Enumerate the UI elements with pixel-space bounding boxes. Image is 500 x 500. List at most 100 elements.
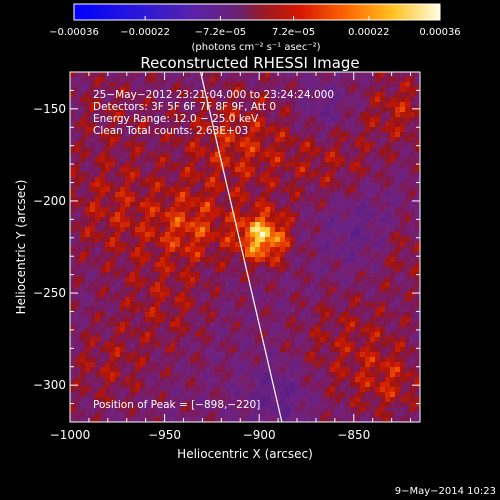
heatmap-cell [400,137,406,143]
heatmap-cell [170,302,176,308]
heatmap-cell [205,282,211,288]
heatmap-cell [360,407,366,413]
heatmap-cell [110,347,116,353]
heatmap-cell [195,262,201,268]
heatmap-cell [145,212,151,218]
heatmap-cell [140,177,146,183]
heatmap-cell [300,237,306,243]
heatmap-cell [100,282,106,288]
heatmap-cell [330,132,336,138]
heatmap-cell [370,272,376,278]
heatmap-cell [185,417,191,422]
heatmap-cell [415,232,420,238]
heatmap-cell [350,297,356,303]
heatmap-cell [370,92,376,98]
heatmap-cell [220,392,226,398]
heatmap-cell [185,197,191,203]
heatmap-cell [120,302,126,308]
heatmap-cell [220,402,226,408]
heatmap-cell [130,152,136,158]
heatmap-cell [360,387,366,393]
heatmap-cell [310,357,316,363]
heatmap-cell [140,167,146,173]
heatmap-cell [330,322,336,328]
heatmap-cell [355,317,361,323]
heatmap-cell [255,202,261,208]
heatmap-cell [305,212,311,218]
heatmap-cell [235,217,241,223]
heatmap-cell [170,172,176,178]
heatmap-cell [320,127,326,133]
heatmap-cell [410,302,416,308]
heatmap-cell [165,87,171,93]
heatmap-cell [200,227,206,233]
heatmap-cell [285,387,291,393]
heatmap-cell [240,267,246,273]
heatmap-cell [360,342,366,348]
heatmap-cell [165,162,171,168]
heatmap-cell [395,212,401,218]
heatmap-cell [145,202,151,208]
heatmap-cell [350,307,356,313]
heatmap-cell [340,352,346,358]
colorbar-tick-label: 7.2e−05 [272,27,315,38]
heatmap-cell [240,377,246,383]
heatmap-cell [375,367,381,373]
heatmap-cell [160,377,166,383]
heatmap-cell [320,87,326,93]
heatmap-cell [315,337,321,343]
heatmap-cell [205,147,211,153]
heatmap-cell [175,312,181,318]
heatmap-cell [395,102,401,108]
heatmap-cell [330,292,336,298]
heatmap-cell [290,122,296,128]
heatmap-cell [170,362,176,368]
heatmap-cell [355,392,361,398]
heatmap-cell [385,97,391,103]
heatmap-cell [285,402,291,408]
heatmap-cell [175,152,181,158]
heatmap-cell [180,97,186,103]
heatmap-cell [275,327,281,333]
heatmap-cell [170,327,176,333]
heatmap-cell [235,182,241,188]
heatmap-cell [175,267,181,273]
heatmap-cell [315,177,321,183]
heatmap-cell [245,387,251,393]
heatmap-cell [270,302,276,308]
heatmap-cell [210,362,216,368]
heatmap-cell [220,132,226,138]
heatmap-cell [400,147,406,153]
heatmap-cell [210,382,216,388]
heatmap-cell [340,237,346,243]
heatmap-cell [115,377,121,383]
heatmap-cell [380,292,386,298]
heatmap-cell [415,302,420,308]
heatmap-cell [395,337,401,343]
heatmap-cell [290,97,296,103]
heatmap-cell [185,237,191,243]
heatmap-cell [275,207,281,213]
heatmap-cell [295,117,301,123]
heatmap-cell [200,282,206,288]
heatmap-cell [395,197,401,203]
heatmap-cell [360,217,366,223]
heatmap-cell [315,417,321,422]
heatmap-cell [235,372,241,378]
heatmap-cell [355,117,361,123]
heatmap-cell [385,307,391,313]
heatmap-cell [310,107,316,113]
heatmap-cell [200,297,206,303]
heatmap-cell [145,197,151,203]
heatmap-cell [315,357,321,363]
heatmap-cell [345,147,351,153]
heatmap-cell [160,232,166,238]
heatmap-cell [295,277,301,283]
heatmap-cell [80,72,86,78]
heatmap-cell [250,162,256,168]
colorbar-tick-label: −7.2e−05 [195,27,247,38]
heatmap-cell [100,182,106,188]
heatmap-cell [390,237,396,243]
heatmap-cell [215,97,221,103]
heatmap-cell [375,417,381,422]
